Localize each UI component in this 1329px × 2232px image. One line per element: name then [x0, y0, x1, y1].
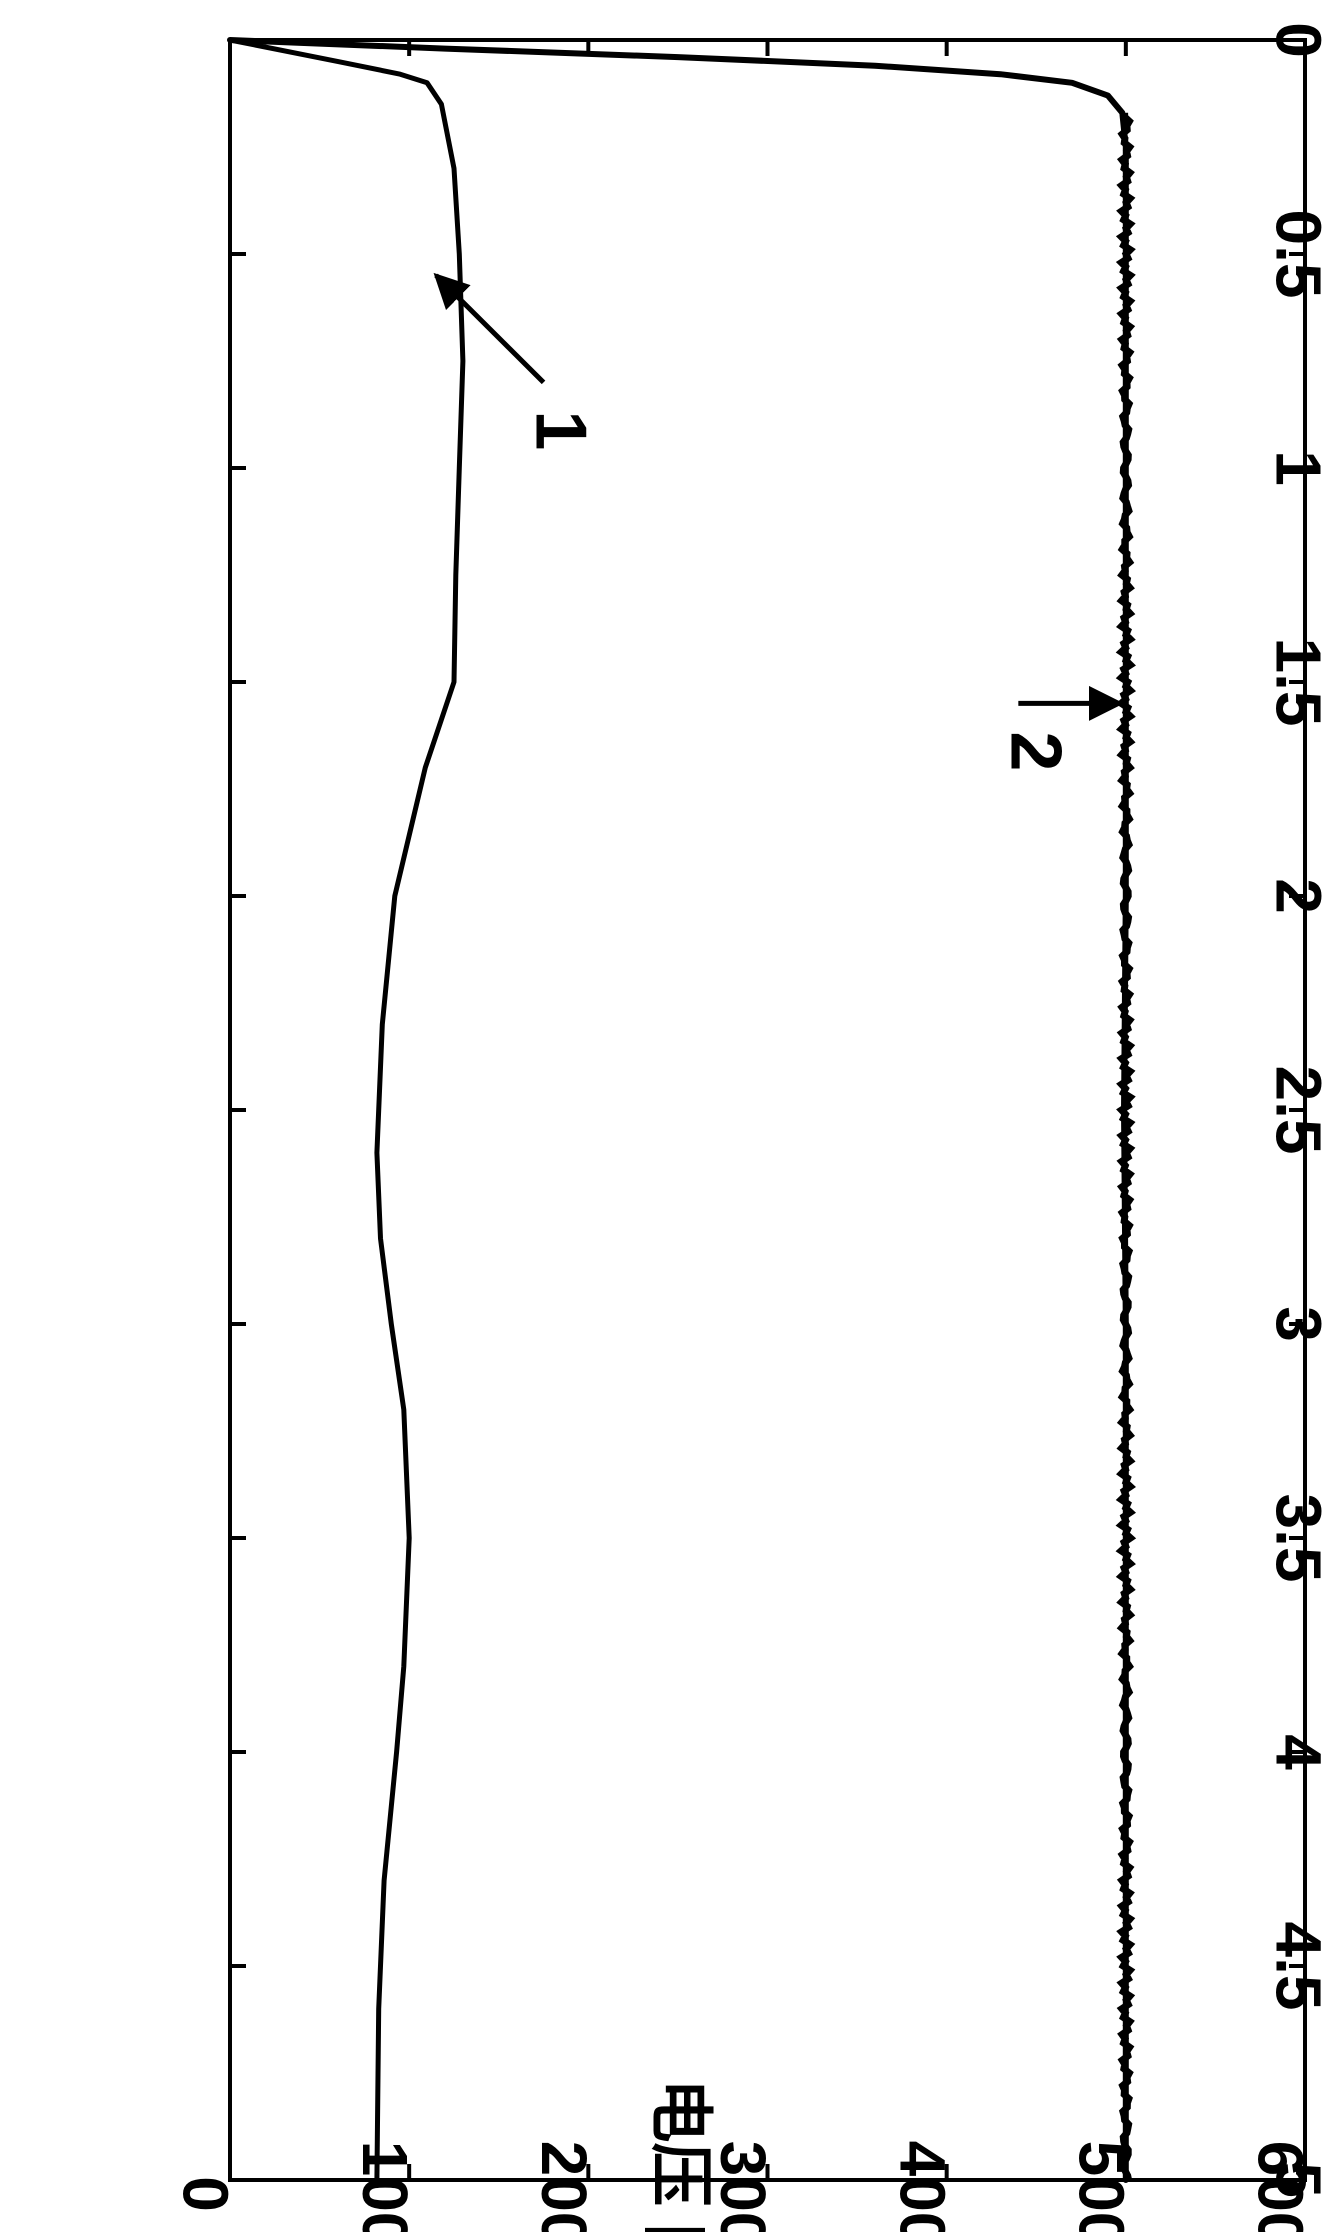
- series-curve-2-noise: [1121, 113, 1130, 2180]
- x-tick-label: 2.5: [1263, 1066, 1329, 1155]
- y-tick-label: 600: [1245, 2141, 1317, 2232]
- annotation-arrow-1: [436, 275, 544, 382]
- y-tick-label: 200: [528, 2141, 600, 2232]
- x-tick-label: 2: [1263, 878, 1329, 914]
- x-tick-label: 3: [1263, 1306, 1329, 1342]
- plot-frame: [230, 40, 1305, 2180]
- annotation-label-1: 1: [521, 410, 601, 450]
- y-tick-label: 400: [886, 2141, 958, 2232]
- series-curve-1: [230, 40, 463, 2180]
- y-tick-label: 100: [349, 2141, 421, 2232]
- x-tick-label: 0: [1263, 22, 1329, 58]
- x-tick-label: 3.5: [1263, 1494, 1329, 1583]
- y-tick-label: 300: [707, 2141, 779, 2232]
- y-axis-label: 电压 [V]: [645, 2078, 717, 2232]
- x-tick-label: 1.5: [1263, 638, 1329, 727]
- x-tick-label: 4.5: [1263, 1922, 1329, 2011]
- y-tick-label: 0: [170, 2176, 242, 2212]
- x-tick-label: 4: [1263, 1734, 1329, 1770]
- line-chart: 00.511.522.533.544.550100200300400500600…: [0, 0, 1329, 2232]
- x-tick-label: 0.5: [1263, 210, 1329, 299]
- series-curve-2: [230, 40, 1126, 2180]
- annotation-label-2: 2: [995, 731, 1075, 771]
- chart-container: 00.511.522.533.544.550100200300400500600…: [0, 0, 1329, 2232]
- x-tick-label: 1: [1263, 450, 1329, 486]
